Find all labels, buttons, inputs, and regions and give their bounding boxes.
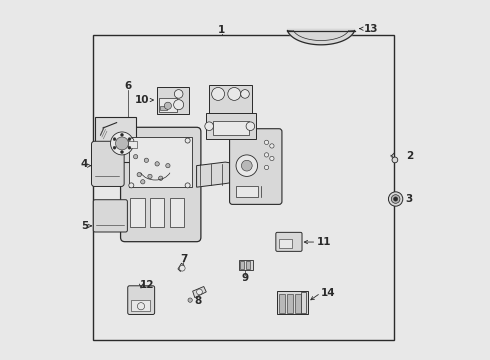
Bar	[93, 35, 394, 339]
Circle shape	[212, 87, 224, 100]
Circle shape	[173, 100, 184, 110]
FancyBboxPatch shape	[93, 200, 127, 232]
Bar	[170, 198, 184, 226]
Bar	[245, 261, 250, 269]
Text: 8: 8	[195, 296, 202, 306]
Text: 12: 12	[140, 280, 155, 290]
Circle shape	[113, 146, 116, 149]
Text: 13: 13	[364, 24, 378, 34]
Circle shape	[188, 298, 192, 302]
Text: 1: 1	[218, 26, 225, 35]
Circle shape	[196, 289, 202, 295]
Text: 11: 11	[317, 237, 331, 247]
FancyBboxPatch shape	[128, 286, 155, 315]
Bar	[301, 292, 306, 314]
Bar	[131, 300, 150, 311]
Circle shape	[148, 174, 152, 179]
Circle shape	[392, 157, 398, 163]
Circle shape	[242, 160, 252, 171]
Bar	[279, 294, 285, 313]
Circle shape	[392, 195, 400, 203]
Circle shape	[185, 183, 190, 188]
Text: 7: 7	[180, 254, 188, 264]
FancyBboxPatch shape	[121, 127, 201, 242]
Circle shape	[128, 146, 131, 149]
Bar	[277, 291, 308, 315]
Circle shape	[270, 156, 274, 161]
FancyBboxPatch shape	[276, 232, 302, 251]
Circle shape	[228, 87, 241, 100]
Circle shape	[121, 150, 123, 153]
Circle shape	[270, 144, 274, 148]
Circle shape	[166, 163, 170, 168]
Circle shape	[137, 303, 145, 310]
Bar	[279, 239, 293, 248]
Circle shape	[141, 180, 145, 184]
Circle shape	[144, 158, 148, 162]
Polygon shape	[178, 263, 184, 271]
Bar	[236, 186, 258, 197]
FancyBboxPatch shape	[230, 129, 282, 204]
Circle shape	[128, 138, 131, 140]
Text: 4: 4	[81, 159, 88, 169]
Circle shape	[164, 102, 171, 109]
Bar	[129, 137, 192, 187]
Circle shape	[265, 165, 269, 170]
Text: 14: 14	[321, 288, 336, 298]
Bar	[239, 260, 253, 270]
Circle shape	[113, 138, 116, 140]
Polygon shape	[193, 287, 206, 298]
Bar	[240, 261, 245, 269]
Bar	[130, 198, 145, 226]
Bar	[287, 294, 293, 313]
Polygon shape	[196, 162, 247, 187]
Bar	[128, 140, 137, 148]
Polygon shape	[288, 30, 355, 45]
Circle shape	[236, 155, 258, 176]
FancyBboxPatch shape	[92, 141, 124, 186]
Bar	[209, 85, 252, 114]
Circle shape	[116, 137, 128, 150]
Bar	[213, 121, 248, 135]
Circle shape	[111, 132, 133, 155]
Circle shape	[265, 153, 269, 157]
Circle shape	[159, 176, 163, 180]
Text: 10: 10	[135, 95, 149, 105]
Circle shape	[389, 192, 403, 206]
Circle shape	[174, 90, 183, 98]
Bar	[95, 117, 136, 162]
Circle shape	[137, 172, 141, 177]
Circle shape	[121, 134, 123, 136]
Text: 3: 3	[406, 194, 413, 204]
Circle shape	[185, 138, 190, 143]
Bar	[160, 106, 167, 110]
Circle shape	[129, 138, 134, 143]
Circle shape	[265, 140, 269, 144]
Bar	[295, 294, 301, 313]
Bar	[157, 87, 190, 114]
Bar	[205, 113, 256, 139]
Circle shape	[393, 197, 398, 201]
Circle shape	[179, 265, 185, 271]
Circle shape	[205, 122, 214, 131]
Circle shape	[241, 90, 249, 98]
Circle shape	[246, 122, 255, 131]
Circle shape	[133, 154, 138, 159]
Bar	[150, 198, 164, 226]
Text: 5: 5	[81, 221, 88, 231]
Bar	[159, 98, 177, 112]
Text: 9: 9	[242, 273, 248, 283]
Text: 6: 6	[125, 81, 132, 91]
Circle shape	[129, 183, 134, 188]
Text: 2: 2	[406, 150, 413, 161]
Circle shape	[155, 162, 159, 166]
